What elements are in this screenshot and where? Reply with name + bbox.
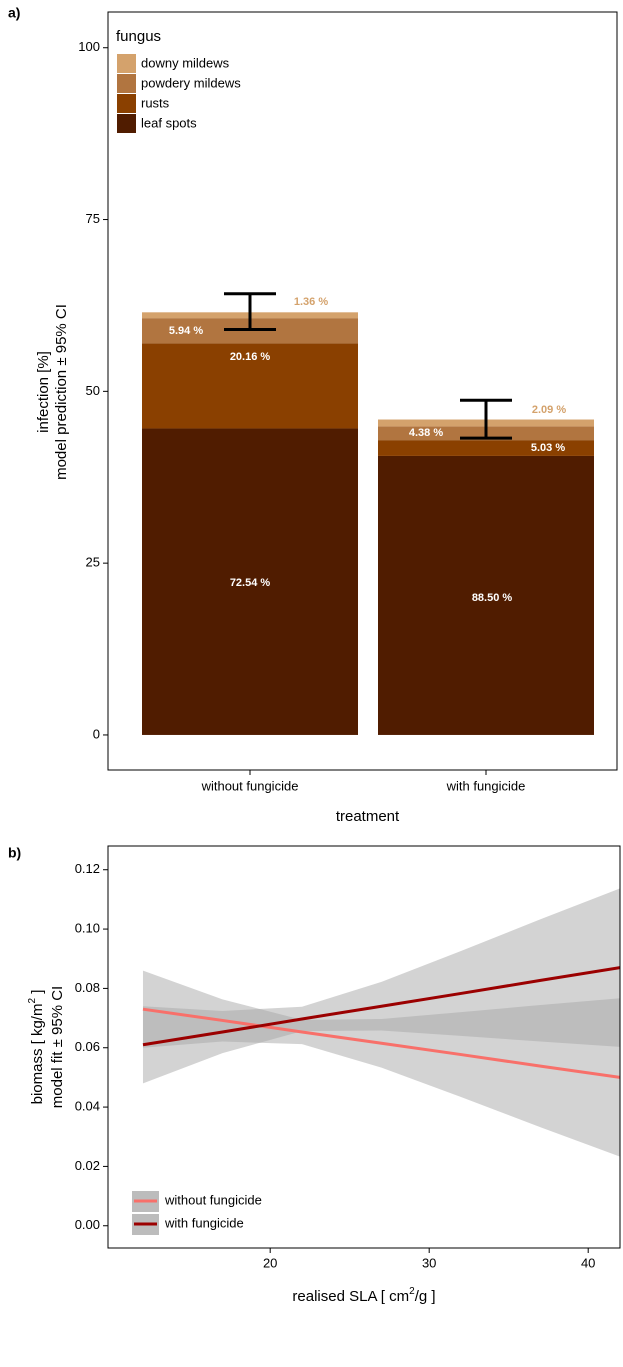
bar-label: 88.50 % xyxy=(472,592,513,604)
bar-label: 5.03 % xyxy=(531,442,565,454)
x-axis-title-part: realised SLA [ cm xyxy=(292,1288,409,1305)
bar-label: 5.94 % xyxy=(169,325,203,337)
x-tick-label: 20 xyxy=(263,1255,277,1270)
error-bar xyxy=(460,398,512,440)
y-axis-title-part: biomass [ kg/m xyxy=(29,1004,46,1105)
legend-label: downy mildews xyxy=(141,55,230,70)
fit-line xyxy=(142,966,620,1047)
x-axis-title: realised SLA [ cm2/g ] xyxy=(292,1286,435,1305)
bar-label: 4.38 % xyxy=(409,427,443,439)
y-axis-title: model fit ± 95% CI xyxy=(49,986,66,1108)
y-tick-label: 0.06 xyxy=(75,1039,100,1054)
plot-frame xyxy=(107,845,621,1249)
panel-label: a) xyxy=(8,5,20,21)
legend-label: rusts xyxy=(141,95,170,110)
x-axis-title: treatment xyxy=(336,808,400,825)
x-tick-label: 40 xyxy=(581,1255,595,1270)
legend-key xyxy=(117,74,136,93)
x-tick-label: with fungicide xyxy=(446,778,526,793)
y-tick-label: 25 xyxy=(86,555,100,570)
x-tick-label: 30 xyxy=(422,1255,436,1270)
legend-key xyxy=(117,94,136,113)
legend-label: powdery mildews xyxy=(141,75,241,90)
legend-label: with fungicide xyxy=(164,1215,244,1230)
y-tick-label: 0.10 xyxy=(75,921,100,936)
y-tick-label: 75 xyxy=(86,211,100,226)
x-axis-title-part: /g ] xyxy=(415,1288,436,1305)
error-bar xyxy=(224,292,276,331)
y-axis-title-sup: 2 xyxy=(27,998,38,1004)
legend-title: fungus xyxy=(116,28,161,45)
confidence-band xyxy=(142,888,620,1084)
fit-line xyxy=(142,1007,620,1079)
y-tick-label: 0.12 xyxy=(75,861,100,876)
y-axis-title: biomass [ kg/m2 ] xyxy=(27,990,46,1105)
legend-label: without fungicide xyxy=(164,1192,262,1207)
y-tick-label: 50 xyxy=(86,383,100,398)
y-axis-title-part: ] xyxy=(29,990,46,998)
y-axis-title: model prediction ± 95% CI xyxy=(53,304,70,480)
bar-segment xyxy=(142,428,358,735)
bar-segment xyxy=(142,343,358,429)
legend-label: leaf spots xyxy=(141,115,197,130)
legend-key xyxy=(117,114,136,133)
panel-label: b) xyxy=(8,845,21,861)
y-tick-label: 0.04 xyxy=(75,1099,100,1114)
y-tick-label: 0 xyxy=(93,726,100,741)
y-tick-label: 0.08 xyxy=(75,980,100,995)
bar-label: 1.36 % xyxy=(294,296,328,308)
y-axis-title: infection [%] xyxy=(35,351,52,433)
x-tick-label: without fungicide xyxy=(201,778,299,793)
y-tick-label: 100 xyxy=(78,39,100,54)
bar-segment xyxy=(378,440,594,456)
y-tick-label: 0.02 xyxy=(75,1158,100,1173)
x-axis-title-sup: 2 xyxy=(409,1286,415,1297)
bar-label: 20.16 % xyxy=(230,351,271,363)
bar-label: 2.09 % xyxy=(532,404,566,416)
bar-segment xyxy=(378,455,594,735)
y-tick-label: 0.00 xyxy=(75,1217,100,1232)
bar-label: 72.54 % xyxy=(230,577,271,589)
legend-key xyxy=(117,54,136,73)
